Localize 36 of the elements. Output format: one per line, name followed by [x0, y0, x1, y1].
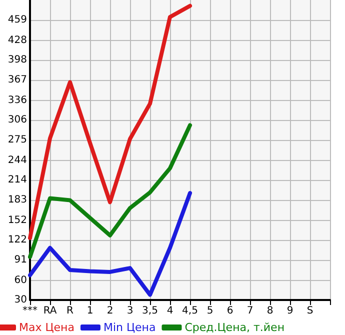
y-tick-label: 336 [8, 94, 27, 106]
x-tick-label: 3,5 [142, 306, 158, 316]
x-tick-label: RA [43, 306, 57, 316]
legend-label: Сред.Цена, т.йен [184, 321, 285, 334]
x-tick-label: 7 [246, 306, 254, 316]
y-tick-label: 183 [8, 194, 27, 206]
x-tick-label: 6 [226, 306, 234, 316]
line-series [28, 123, 192, 259]
y-tick-label: 367 [8, 74, 27, 86]
y-tick-label: 275 [8, 134, 27, 146]
y-tick-label: 428 [8, 34, 27, 46]
x-tick-label: 2 [106, 306, 114, 316]
x-tick-label: S [306, 306, 314, 316]
x-tick-label: 1 [86, 306, 94, 316]
x-tick-label: *** [22, 306, 38, 316]
y-tick-label: 60 [14, 274, 27, 286]
y-tick-label: 214 [8, 174, 27, 186]
legend-label: Min Цена [103, 321, 156, 334]
y-tick-label: 91 [14, 254, 27, 266]
x-tick-label: 5 [206, 306, 214, 316]
legend-label: Max Цена [19, 321, 74, 334]
x-tick-label: 3 [126, 306, 134, 316]
x-tick-label: 4 [166, 306, 174, 316]
y-tick-label: 306 [8, 114, 27, 126]
y-tick-label: 398 [8, 54, 27, 66]
x-tick-label: R [66, 306, 74, 316]
x-tick-label: 4,5 [182, 306, 198, 316]
line-series [28, 191, 192, 297]
y-tick-label: 122 [8, 234, 27, 246]
x-tick-label: 8 [266, 306, 274, 316]
x-tick-label: 9 [286, 306, 294, 316]
y-tick-label: 152 [8, 214, 27, 226]
y-tick-label: 459 [8, 14, 27, 26]
y-tick-label: 244 [8, 154, 27, 166]
line-series [28, 4, 192, 240]
y-tick-label: 30 [14, 294, 27, 306]
